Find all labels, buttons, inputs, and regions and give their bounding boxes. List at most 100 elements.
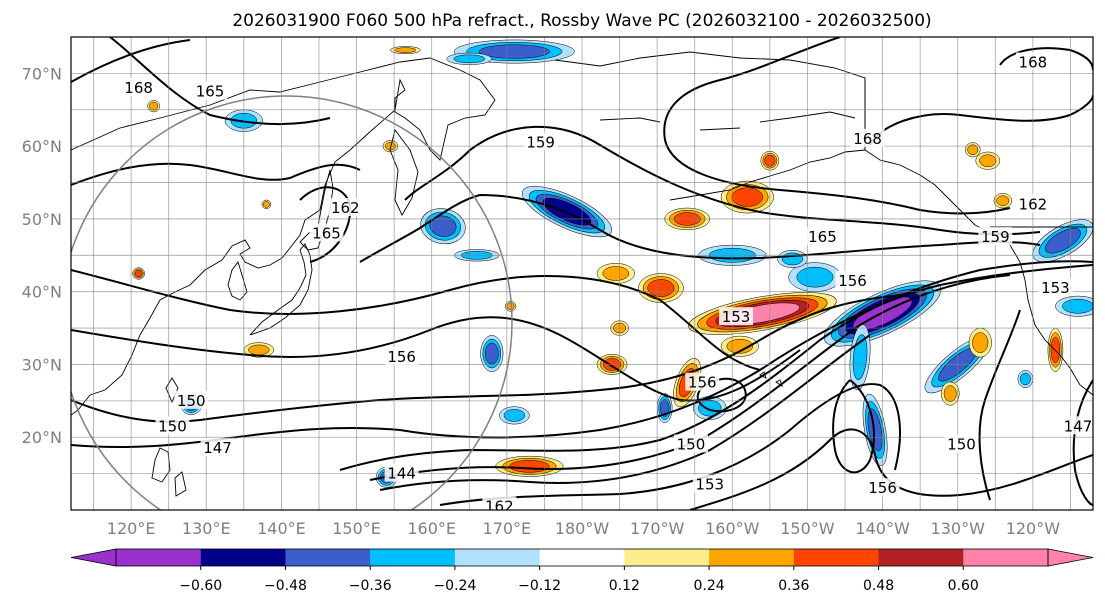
coastline-north-america [999,231,1093,396]
anomaly-shade [731,187,764,207]
colorbar-tick-label: −0.60 [179,578,222,594]
contour-label-bg [805,227,840,246]
colorbar-segment [539,549,625,566]
chart-title: 2026031900 F060 500 hPa refract., Rossby… [232,11,931,31]
anomaly-shade [478,44,550,59]
contour-label: 156 [688,374,717,392]
contour-label: 156 [387,348,416,366]
lat-tick-label: 40°N [22,283,62,302]
contour-label-bg [1015,52,1050,71]
colorbar-segment [963,549,1049,566]
coastline-kamchatka [389,128,419,216]
height-contour-line [869,94,1093,146]
colorbar-tick-label: 0.60 [948,578,979,594]
contour-label-bg [482,496,517,510]
anomaly-shade [647,279,675,297]
contour-label-bg [1015,194,1050,213]
anomaly-shade [996,195,1010,207]
height-contour-line [379,334,871,491]
contour-label-bg [944,434,979,453]
contour-label: 153 [695,476,724,494]
contour-label: 150 [177,392,206,410]
contour-label: 156 [838,272,867,290]
height-contour-labels: 168 165 162 165 159 168 168 162 159 165 156 153 153 1… [121,52,1093,510]
colorbar-tick-label: 0.36 [778,578,809,594]
anomaly-blob-39 [261,199,272,209]
height-contour-line [404,125,1041,236]
contour-label: 153 [722,308,751,326]
contour-label-bg [155,416,190,435]
longitude-labels: 120°E 130°E 140°E 150°E 160°E 170°E 180°W 170°W… [107,519,1060,538]
anomaly-shade [134,269,143,278]
colorbar-tick-label: 0.48 [863,578,894,594]
colorbar-tick-labels: −0.60 −0.48 −0.36 −0.24 −0.12 0.12 0.24 0.36 0.4… [179,566,979,594]
contour-label: 147 [203,439,232,457]
graticule [71,37,1093,510]
lat-tick-label: 30°N [22,355,62,374]
lat-tick-label: 20°N [22,428,62,447]
colorbar-segment [793,549,880,566]
anomaly-shade [698,399,722,417]
contour-label: 168 [1019,53,1048,71]
anomaly-blob-38 [147,100,160,113]
colorbar-segment [116,549,202,566]
colorbar-tick-label: 0.24 [694,578,725,594]
colorbar-segment [370,549,456,566]
coastline-taiwan [165,377,179,404]
lon-tick-label: 180°W [555,519,610,538]
anomaly-shade [1062,298,1093,314]
coastline-korea [227,261,248,301]
colorbar-tick-label: −0.12 [518,578,561,594]
anomaly-shade [979,154,997,167]
anomaly-shade [429,215,457,237]
anomaly-shade [967,144,979,156]
contour-label-bg [328,198,363,217]
colorbar-segment [285,549,371,566]
contour-label-bg [121,77,156,96]
anomaly-blob-5 [1055,295,1093,317]
anomaly-blob-37 [132,267,145,280]
coastline-asia-north [71,57,496,259]
anomaly-blob-41 [243,342,275,358]
height-contour-line [1072,379,1093,506]
height-contour-line [832,379,875,474]
lon-tick-label: 120°E [107,519,156,538]
colorbar-tick-label: −0.36 [349,578,392,594]
contour-label: 144 [387,465,416,483]
anomaly-shade [972,332,989,353]
contour-label: 153 [1041,279,1070,297]
anomaly-blob-23 [720,180,774,214]
anomaly-blob-34 [993,193,1013,209]
colorbar-tick-label: −0.24 [433,578,476,594]
anomaly-shade [263,201,270,208]
anomaly-blob-36 [390,46,421,54]
contour-label-bg [978,227,1013,246]
contour-label: 147 [1064,417,1093,435]
anomaly-shade [943,385,957,402]
colorbar-segment [624,549,710,566]
contour-label-bg [719,307,754,326]
coastline-alaska-inner [599,111,856,131]
map-frame [70,36,1094,511]
lat-tick-label: 70°N [22,64,62,83]
coastline-hokkaido [299,231,323,251]
anomaly-shade [484,342,499,365]
lat-tick-label: 50°N [22,210,62,229]
focus-region-circle [71,95,513,510]
contour-label: 165 [808,228,837,246]
contour-label-bg [193,81,228,100]
height-contour-line [689,428,1093,510]
height-contour-line [359,193,1041,263]
contour-label: 150 [158,417,187,435]
contour-label-bg [200,438,235,457]
lon-tick-label: 170°E [483,519,532,538]
contour-label-bg [692,474,727,493]
height-contour-line [71,264,1093,449]
contour-label-bg [384,463,419,482]
contour-label-bg [309,223,344,242]
anomaly-blob-4 [1032,219,1093,263]
latitude-labels: 70°N 60°N 50°N 40°N 30°N 20°N [22,64,62,447]
anomaly-shade [248,344,270,356]
lon-tick-label: 140°W [855,519,910,538]
contour-label-bg [523,132,558,151]
